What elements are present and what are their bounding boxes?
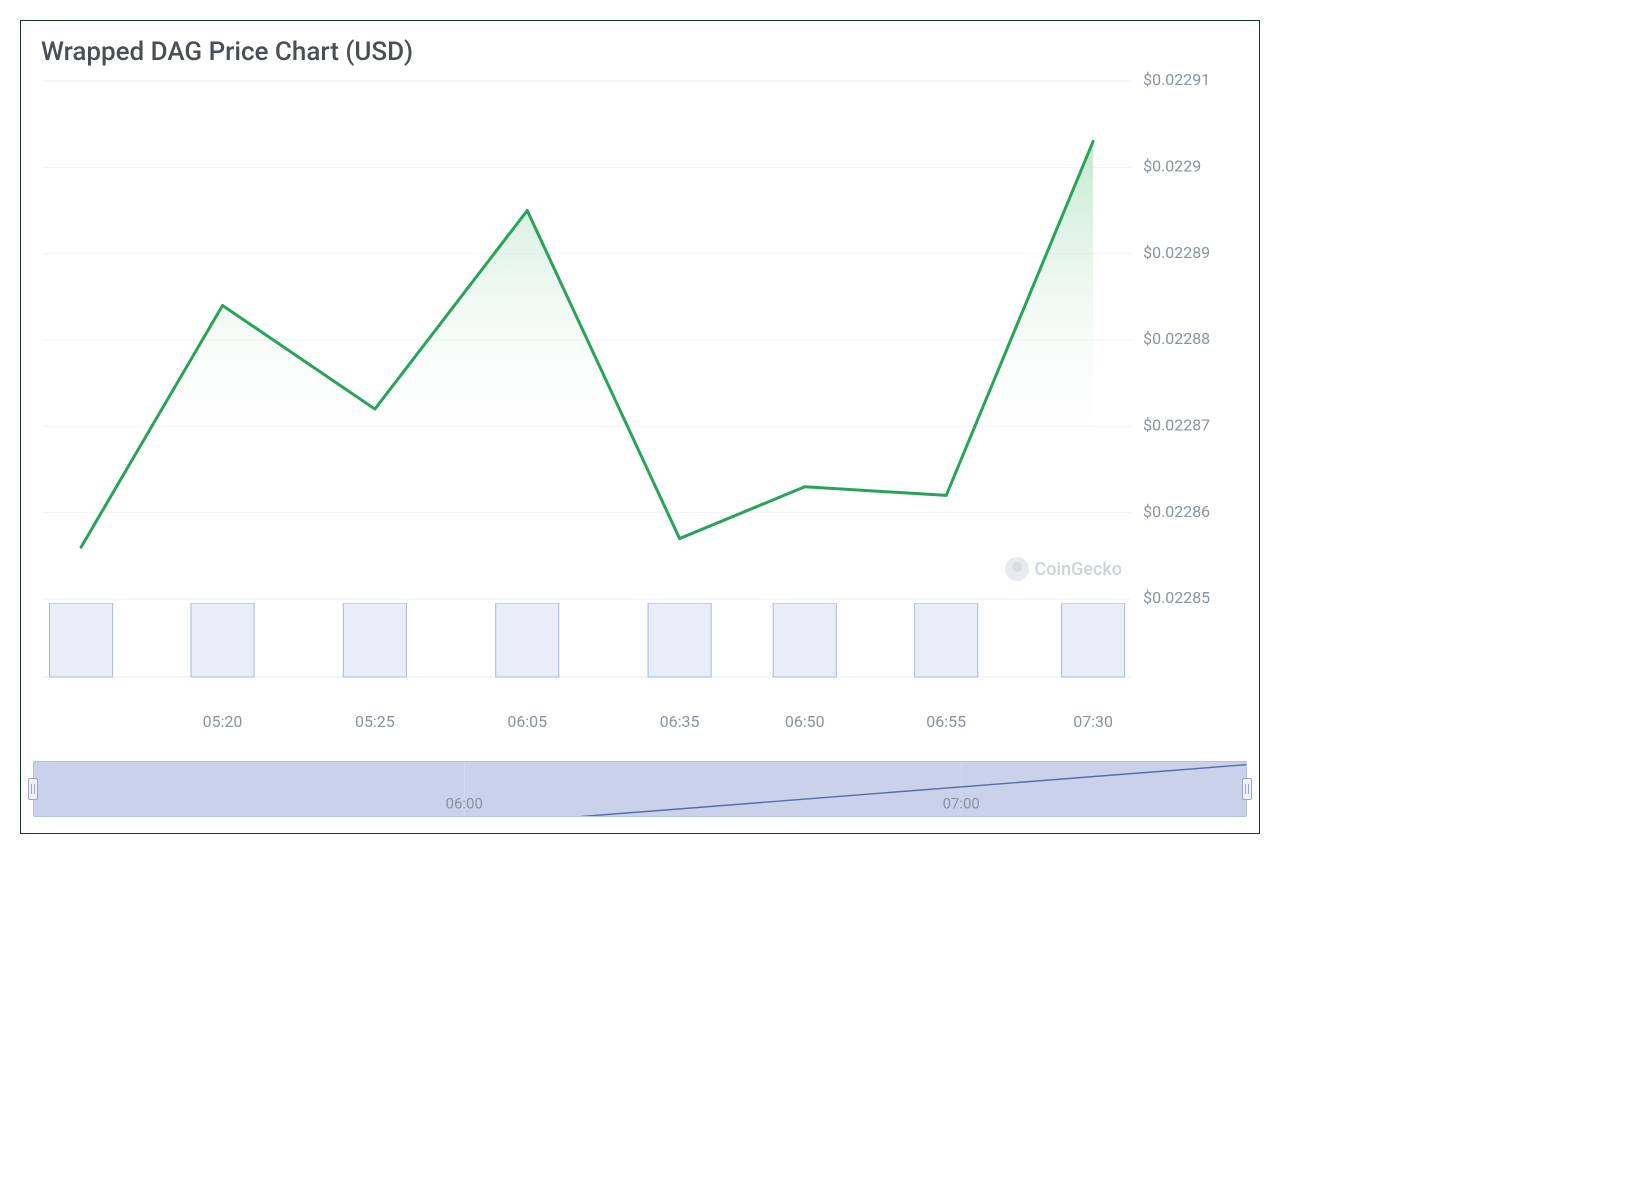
price-line-svg: $0.02285$0.02286$0.02287$0.02288$0.02289…: [33, 69, 1247, 609]
time-range-navigator[interactable]: 06:00 07:00: [33, 761, 1247, 817]
volume-bars-svg: 05:20 05:25 06:05 06:35 06:50 06:55 07:30: [33, 603, 1247, 733]
svg-text:06:05: 06:05: [507, 712, 547, 731]
svg-text:$0.02287: $0.02287: [1143, 416, 1210, 435]
svg-text:07:00: 07:00: [943, 795, 980, 813]
svg-text:$0.02288: $0.02288: [1143, 329, 1210, 348]
svg-text:$0.02291: $0.02291: [1143, 70, 1210, 89]
svg-text:06:00: 06:00: [446, 795, 483, 813]
volume-chart-area[interactable]: 05:20 05:25 06:05 06:35 06:50 06:55 07:30: [33, 603, 1247, 733]
navigator-handle-left[interactable]: [28, 778, 38, 800]
chart-title: Wrapped DAG Price Chart (USD): [41, 37, 1247, 67]
svg-text:06:35: 06:35: [660, 712, 700, 731]
svg-text:$0.0229: $0.0229: [1143, 157, 1201, 176]
svg-text:$0.02286: $0.02286: [1143, 502, 1210, 521]
svg-text:05:20: 05:20: [203, 712, 243, 731]
svg-text:$0.02289: $0.02289: [1143, 243, 1210, 262]
price-chart-area[interactable]: $0.02285$0.02286$0.02287$0.02288$0.02289…: [33, 69, 1247, 609]
svg-text:06:50: 06:50: [785, 712, 825, 731]
svg-text:07:30: 07:30: [1073, 712, 1113, 731]
navigator-svg: 06:00 07:00: [34, 762, 1246, 816]
price-chart-card: Wrapped DAG Price Chart (USD) $0.02285$0…: [20, 20, 1260, 834]
svg-text:06:55: 06:55: [926, 712, 966, 731]
navigator-handle-right[interactable]: [1242, 778, 1252, 800]
svg-text:05:25: 05:25: [355, 712, 395, 731]
